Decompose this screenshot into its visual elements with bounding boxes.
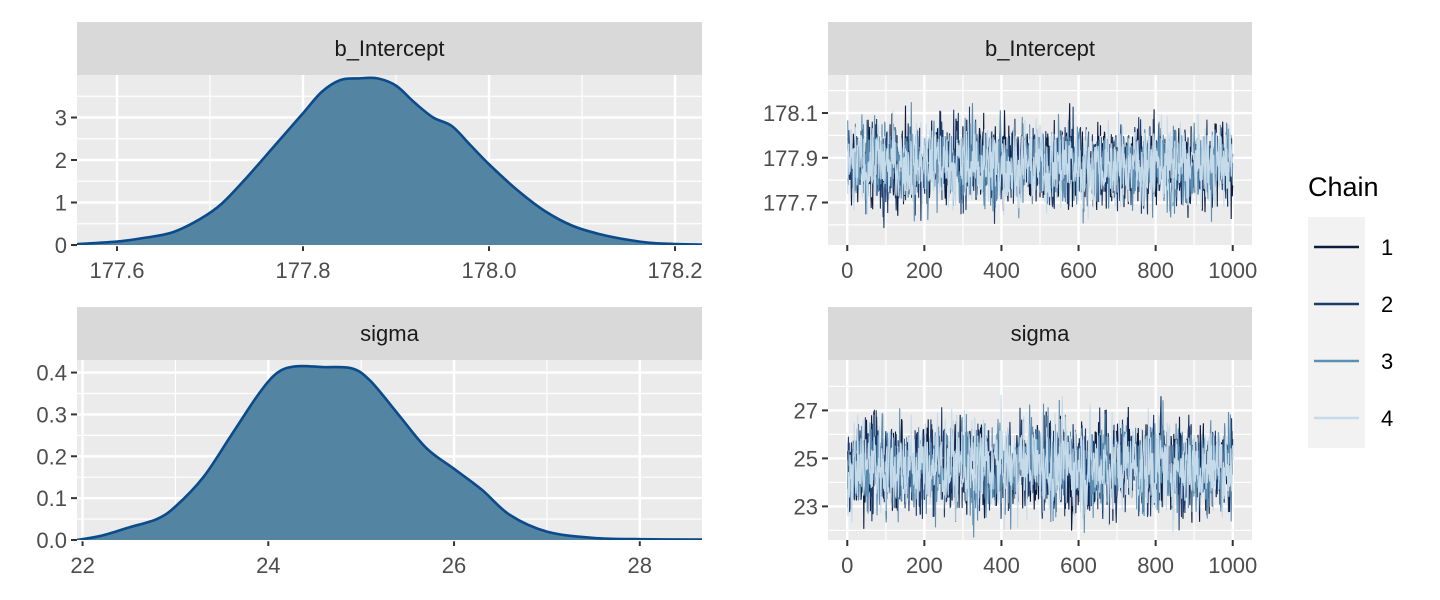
y-tick-label: 0.4 <box>36 361 67 386</box>
legend-title: Chain <box>1308 172 1379 202</box>
trace-line-chain-4 <box>847 110 1234 220</box>
x-tick-label: 800 <box>1137 258 1174 283</box>
strip-label: b_Intercept <box>985 36 1095 61</box>
y-tick-label: 1 <box>55 191 67 216</box>
legend: Chain 1 2 3 4 <box>1308 172 1393 448</box>
strip-label: sigma <box>360 321 419 346</box>
density-b-intercept-panel: b_Intercept 177.6 177.8 178.0 178.2 0 1 2 3 <box>55 22 703 283</box>
density-area <box>77 365 702 540</box>
plot-marks <box>847 102 1234 229</box>
y-tick-label: 3 <box>55 106 67 131</box>
legend-key-background <box>1308 217 1365 448</box>
x-tick-label: 800 <box>1137 553 1174 578</box>
x-tick-label: 1000 <box>1208 258 1257 283</box>
x-tick-label: 22 <box>70 553 94 578</box>
x-tick-label: 200 <box>906 553 943 578</box>
plot-marks <box>847 394 1234 538</box>
x-tick-label: 177.8 <box>275 258 330 283</box>
y-tick-label: 0.2 <box>36 444 67 469</box>
x-tick-label: 26 <box>442 553 466 578</box>
legend-label-2: 2 <box>1381 292 1393 317</box>
y-tick-label: 2 <box>55 148 67 173</box>
density-area <box>77 77 702 245</box>
plot-marks <box>77 76 702 245</box>
x-tick-label: 600 <box>1060 258 1097 283</box>
y-tick-label: 177.9 <box>763 146 818 171</box>
x-tick-label: 28 <box>628 553 652 578</box>
strip-background <box>77 307 702 360</box>
x-tick-label: 400 <box>983 258 1020 283</box>
y-tick-label: 27 <box>794 398 818 423</box>
y-tick-label: 0 <box>55 233 67 258</box>
y-tick-label: 177.7 <box>763 191 818 216</box>
plot-marks <box>77 364 702 540</box>
strip-label: sigma <box>1011 321 1070 346</box>
x-tick-label: 0 <box>841 258 853 283</box>
density-line <box>77 76 702 245</box>
x-tick-label: 200 <box>906 258 943 283</box>
x-tick-label: 24 <box>256 553 280 578</box>
y-tick-label: 23 <box>794 494 818 519</box>
x-tick-label: 600 <box>1060 553 1097 578</box>
x-tick-label: 0 <box>841 553 853 578</box>
legend-label-4: 4 <box>1381 406 1393 431</box>
legend-label-3: 3 <box>1381 349 1393 374</box>
strip-label: b_Intercept <box>334 36 444 61</box>
y-tick-label: 0.3 <box>36 402 67 427</box>
trace-line-chain-4 <box>847 394 1234 533</box>
density-sigma-panel: sigma 22 24 26 28 0.0 0.1 0.2 0.3 0.4 <box>36 307 702 578</box>
x-tick-label: 400 <box>983 553 1020 578</box>
x-tick-label: 177.6 <box>89 258 144 283</box>
x-tick-label: 178.0 <box>461 258 516 283</box>
trace-b-intercept-panel: b_Intercept 0 200 400 600 800 1000 177.7 177.9 17… <box>763 22 1257 283</box>
strip-background <box>77 22 702 75</box>
x-tick-label: 178.2 <box>647 258 702 283</box>
y-tick-label: 178.1 <box>763 101 818 126</box>
strip-background <box>828 307 1252 360</box>
y-tick-label: 25 <box>794 446 818 471</box>
strip-background <box>828 22 1252 75</box>
y-tick-label: 0.0 <box>36 528 67 553</box>
y-tick-label: 0.1 <box>36 486 67 511</box>
density-line <box>77 364 702 540</box>
x-tick-label: 1000 <box>1208 553 1257 578</box>
trace-sigma-panel: sigma 0 200 400 600 800 1000 23 25 27 <box>794 307 1257 578</box>
legend-label-1: 1 <box>1381 235 1393 260</box>
